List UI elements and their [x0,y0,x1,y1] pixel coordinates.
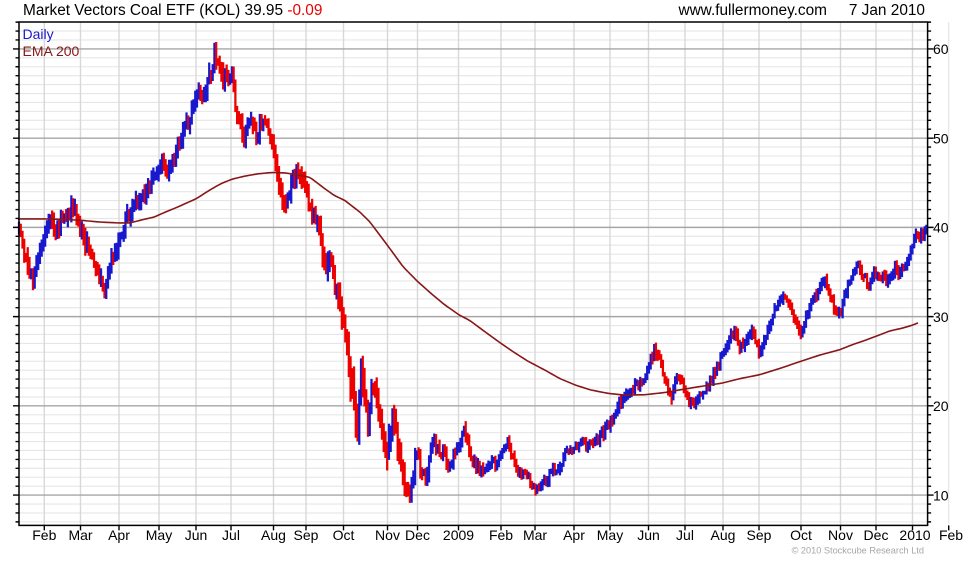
svg-text:Daily: Daily [23,26,54,42]
svg-text:Apr: Apr [108,527,130,543]
svg-text:Dec: Dec [864,527,889,543]
svg-text:Jun: Jun [185,527,208,543]
svg-text:7 Jan 2010: 7 Jan 2010 [849,2,925,19]
svg-text:Aug: Aug [261,527,286,543]
svg-text:May: May [597,527,623,543]
svg-text:Jun: Jun [637,527,660,543]
svg-text:Feb: Feb [489,527,513,543]
svg-text:May: May [146,527,172,543]
svg-text:www.fullermoney.com: www.fullermoney.com [677,2,827,19]
svg-text:Aug: Aug [711,527,736,543]
svg-text:Jul: Jul [676,527,694,543]
svg-text:Nov: Nov [828,527,853,543]
svg-text:2009: 2009 [443,527,474,543]
svg-text:20: 20 [933,398,949,414]
svg-text:Mar: Mar [68,527,92,543]
svg-text:30: 30 [933,309,949,325]
svg-text:Sep: Sep [747,527,772,543]
svg-text:2010: 2010 [899,527,930,543]
svg-text:Mar: Mar [523,527,547,543]
svg-text:60: 60 [933,41,949,57]
svg-text:EMA 200: EMA 200 [23,43,80,59]
svg-text:Sep: Sep [294,527,319,543]
svg-text:Apr: Apr [563,527,585,543]
svg-text:Feb: Feb [32,527,56,543]
svg-text:10: 10 [933,487,949,503]
svg-text:Feb: Feb [939,527,963,543]
svg-text:Market Vectors Coal ETF (KOL): Market Vectors Coal ETF (KOL) 39.95 -0.0… [23,2,322,19]
svg-text:Nov: Nov [375,527,400,543]
svg-text:50: 50 [933,130,949,146]
svg-text:Jul: Jul [222,527,240,543]
svg-text:40: 40 [933,220,949,236]
svg-text:Oct: Oct [333,527,355,543]
svg-text:Oct: Oct [790,527,812,543]
svg-text:Dec: Dec [405,527,430,543]
svg-text:© 2010 Stockcube Research Ltd: © 2010 Stockcube Research Ltd [792,546,924,556]
